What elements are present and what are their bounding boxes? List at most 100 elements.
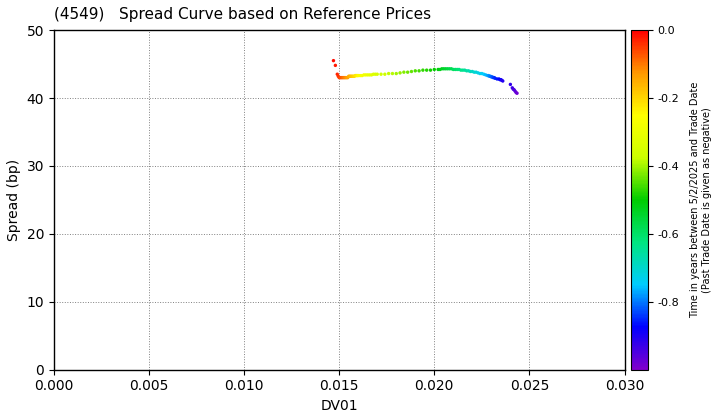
Point (338, 74, 350, 81)
Point (455, 67, 467, 74)
Point (436, 66, 448, 72)
Point (345, 73, 356, 80)
Point (449, 66, 461, 73)
Point (351, 72, 363, 79)
Point (336, 74, 347, 81)
Point (444, 66, 455, 72)
Point (432, 66, 444, 73)
Point (434, 66, 446, 73)
Point (482, 72, 493, 79)
Point (440, 66, 451, 72)
Point (487, 74, 499, 81)
Point (421, 67, 433, 74)
Point (331, 71, 343, 78)
Point (353, 72, 364, 79)
Point (354, 72, 366, 79)
Point (508, 86, 519, 92)
Point (488, 74, 500, 81)
Point (413, 68, 425, 74)
Point (469, 69, 480, 76)
Point (383, 70, 395, 77)
Point (496, 77, 508, 84)
Point (505, 81, 516, 88)
Point (478, 71, 490, 78)
Point (358, 71, 369, 78)
Point (395, 69, 406, 76)
Point (485, 74, 497, 80)
Point (509, 88, 521, 94)
Point (379, 71, 390, 78)
Point (474, 70, 486, 77)
Point (334, 74, 346, 81)
Point (446, 66, 457, 72)
Point (328, 57, 339, 64)
Point (410, 68, 421, 74)
Point (333, 73, 344, 80)
Point (457, 67, 469, 74)
Point (375, 71, 387, 78)
Point (346, 73, 357, 80)
Point (510, 89, 522, 96)
Point (461, 68, 472, 74)
Point (360, 71, 372, 78)
Point (343, 73, 354, 80)
Point (351, 72, 362, 79)
Point (337, 74, 348, 81)
Point (428, 66, 440, 73)
Y-axis label: Spread (bp): Spread (bp) (7, 159, 21, 241)
Point (368, 71, 379, 78)
Point (470, 69, 482, 76)
Point (467, 68, 478, 75)
Point (340, 74, 351, 81)
Point (372, 71, 383, 78)
Point (442, 66, 454, 72)
Point (464, 68, 476, 75)
Point (342, 74, 354, 81)
Y-axis label: Time in years between 5/2/2025 and Trade Date
(Past Trade Date is given as negat: Time in years between 5/2/2025 and Trade… (690, 82, 712, 318)
Point (482, 72, 494, 79)
Point (425, 67, 436, 74)
Point (454, 66, 465, 73)
Point (438, 66, 449, 72)
Point (511, 90, 523, 97)
Point (348, 73, 359, 80)
Point (364, 71, 375, 78)
Point (387, 70, 398, 77)
Point (330, 62, 341, 69)
Point (497, 78, 508, 84)
Point (341, 74, 353, 81)
Point (405, 68, 417, 75)
Point (493, 76, 505, 82)
Point (490, 75, 501, 81)
Point (347, 73, 359, 80)
Point (451, 66, 463, 73)
Point (402, 69, 413, 76)
Point (494, 76, 505, 83)
Text: (4549)   Spread Curve based on Reference Prices: (4549) Spread Curve based on Reference P… (54, 7, 431, 22)
Point (339, 74, 351, 81)
Point (336, 74, 348, 81)
Point (484, 73, 495, 80)
Point (487, 74, 498, 80)
Point (344, 73, 356, 80)
X-axis label: DV01: DV01 (320, 399, 358, 413)
Point (398, 69, 410, 76)
Point (390, 70, 402, 77)
Point (463, 68, 474, 74)
Point (366, 71, 377, 78)
Point (459, 67, 470, 74)
Point (476, 70, 487, 77)
Point (480, 71, 492, 78)
Point (508, 87, 520, 93)
Point (350, 72, 361, 79)
Point (472, 69, 484, 76)
Point (362, 71, 374, 78)
Point (417, 67, 428, 74)
Point (369, 71, 381, 78)
Point (348, 73, 360, 80)
Point (491, 76, 503, 82)
Point (448, 66, 459, 73)
Point (507, 84, 518, 91)
Point (333, 74, 345, 81)
Point (495, 76, 507, 83)
